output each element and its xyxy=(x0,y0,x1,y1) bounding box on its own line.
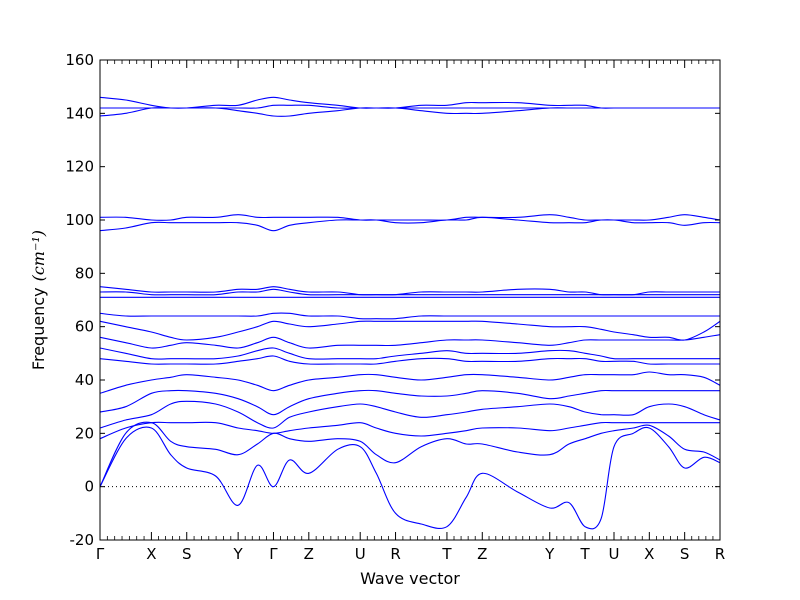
x-tick-label-Y: Y xyxy=(233,545,244,563)
x-tick-label-U: U xyxy=(355,545,366,563)
x-tick-label-U: U xyxy=(608,545,619,563)
phonon-branch-10 xyxy=(100,320,720,341)
x-tick-label-X: X xyxy=(146,545,156,563)
y-axis-ticks: -20 0 20 40 60 80 100 120 140 160 xyxy=(65,51,720,549)
y-axis-title: Frequency (cm⁻¹) xyxy=(29,230,48,370)
phonon-branch-11 xyxy=(100,312,720,320)
phonon-branch-19 xyxy=(100,96,720,109)
x-tick-label-S: S xyxy=(182,545,192,563)
x-axis-title: Wave vector xyxy=(360,569,460,588)
svg-text:Frequency(cm⁻¹): Frequency (cm⁻¹) xyxy=(29,230,48,370)
phonon-branch-7 xyxy=(100,355,720,365)
y-tick-label: -20 xyxy=(70,531,95,549)
y-tick-label: 80 xyxy=(75,264,94,282)
phonon-branch-5 xyxy=(100,389,720,416)
x-tick-label-Y: Y xyxy=(544,545,555,563)
x-tick-label-R: R xyxy=(715,545,725,563)
y-tick-label: 140 xyxy=(65,104,94,122)
x-tick-label-T: T xyxy=(579,545,590,563)
phonon-branch-1 xyxy=(100,426,720,530)
y-tick-label: 20 xyxy=(75,424,94,442)
phonon-branch-14 xyxy=(100,286,720,296)
phonon-branch-2 xyxy=(100,421,720,487)
y-tick-label: 100 xyxy=(65,211,94,229)
y-tick-label: 40 xyxy=(75,371,94,389)
phonon-branch-6 xyxy=(100,371,720,394)
phonon-branch-16 xyxy=(100,214,720,221)
x-tick-label-T: T xyxy=(441,545,452,563)
x-tick-label-S: S xyxy=(680,545,690,563)
x-tick-label-Z: Z xyxy=(304,545,314,563)
x-tick-label-X: X xyxy=(644,545,654,563)
phonon-branch-9 xyxy=(100,334,720,349)
x-tick-label-Γ: Γ xyxy=(269,545,278,563)
phonon-branch-15 xyxy=(100,216,720,232)
phonon-branch-4 xyxy=(100,400,720,429)
y-tick-label: 160 xyxy=(65,51,94,69)
x-tick-label-Γ: Γ xyxy=(96,545,105,563)
x-tick-label-R: R xyxy=(390,545,400,563)
x-tick-label-Z: Z xyxy=(477,545,487,563)
phonon-branch-8 xyxy=(100,347,720,360)
phonon-branch-3 xyxy=(100,421,720,440)
y-tick-label: 60 xyxy=(75,318,94,336)
y-axis-title-unit: (cm⁻¹) xyxy=(29,230,48,281)
y-tick-label: 120 xyxy=(65,158,94,176)
phonon-branches xyxy=(100,96,720,530)
y-tick-label: 0 xyxy=(84,478,94,496)
y-axis-title-text: Frequency xyxy=(29,287,48,370)
plot-frame xyxy=(99,59,721,541)
minor-ticks xyxy=(106,60,714,540)
